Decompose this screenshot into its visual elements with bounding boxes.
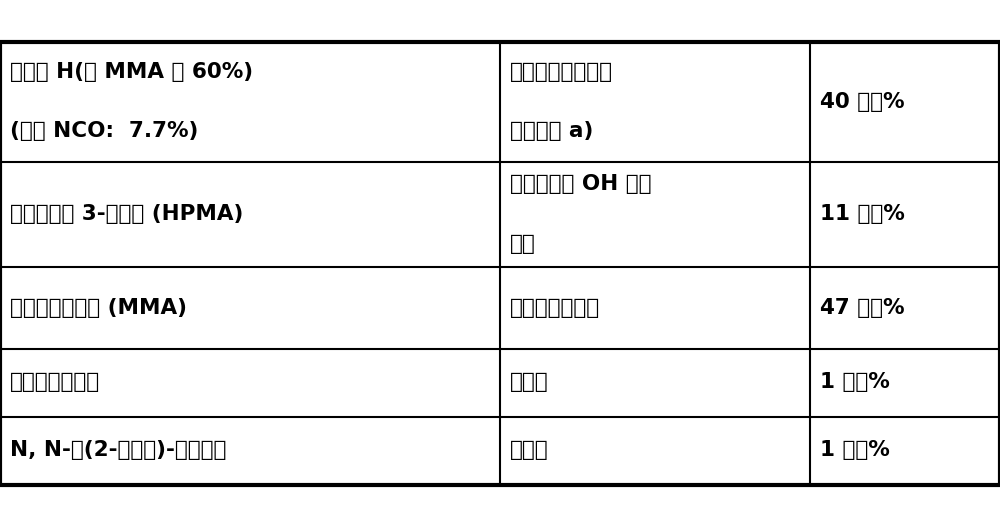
Text: 固化剂 H(在 MMA 中 60%)

(有效 NCO:  7.7%): 固化剂 H(在 MMA 中 60%) (有效 NCO: 7.7%) [10, 62, 253, 141]
Text: 树脂组分的单体: 树脂组分的单体 [510, 298, 600, 318]
Text: N, N-双(2-羟乙基)-对甲苯胺: N, N-双(2-羟乙基)-对甲苯胺 [10, 440, 226, 460]
Text: 过氧化二苯甲酰: 过氧化二苯甲酰 [10, 372, 100, 392]
Text: 甲基丙烯酸 3-羟丙酯 (HPMA): 甲基丙烯酸 3-羟丙酯 (HPMA) [10, 204, 243, 224]
Text: 树脂组分的 OH 官能

单体: 树脂组分的 OH 官能 单体 [510, 175, 652, 254]
Text: 47 重量%: 47 重量% [820, 298, 904, 318]
Text: 11 重量%: 11 重量% [820, 204, 905, 224]
Text: 促进剂: 促进剂 [510, 440, 549, 460]
Text: 40 重量%: 40 重量% [820, 92, 904, 112]
Text: 含脲二酮基团的固

化剂组分 a): 含脲二酮基团的固 化剂组分 a) [510, 62, 613, 141]
Text: 1 重量%: 1 重量% [820, 440, 890, 460]
Text: 1 重量%: 1 重量% [820, 372, 890, 392]
Text: 引发剂: 引发剂 [510, 372, 549, 392]
Text: 甲基丙烯酸甲酯 (MMA): 甲基丙烯酸甲酯 (MMA) [10, 298, 187, 318]
Bar [0, 42, 1000, 484]
